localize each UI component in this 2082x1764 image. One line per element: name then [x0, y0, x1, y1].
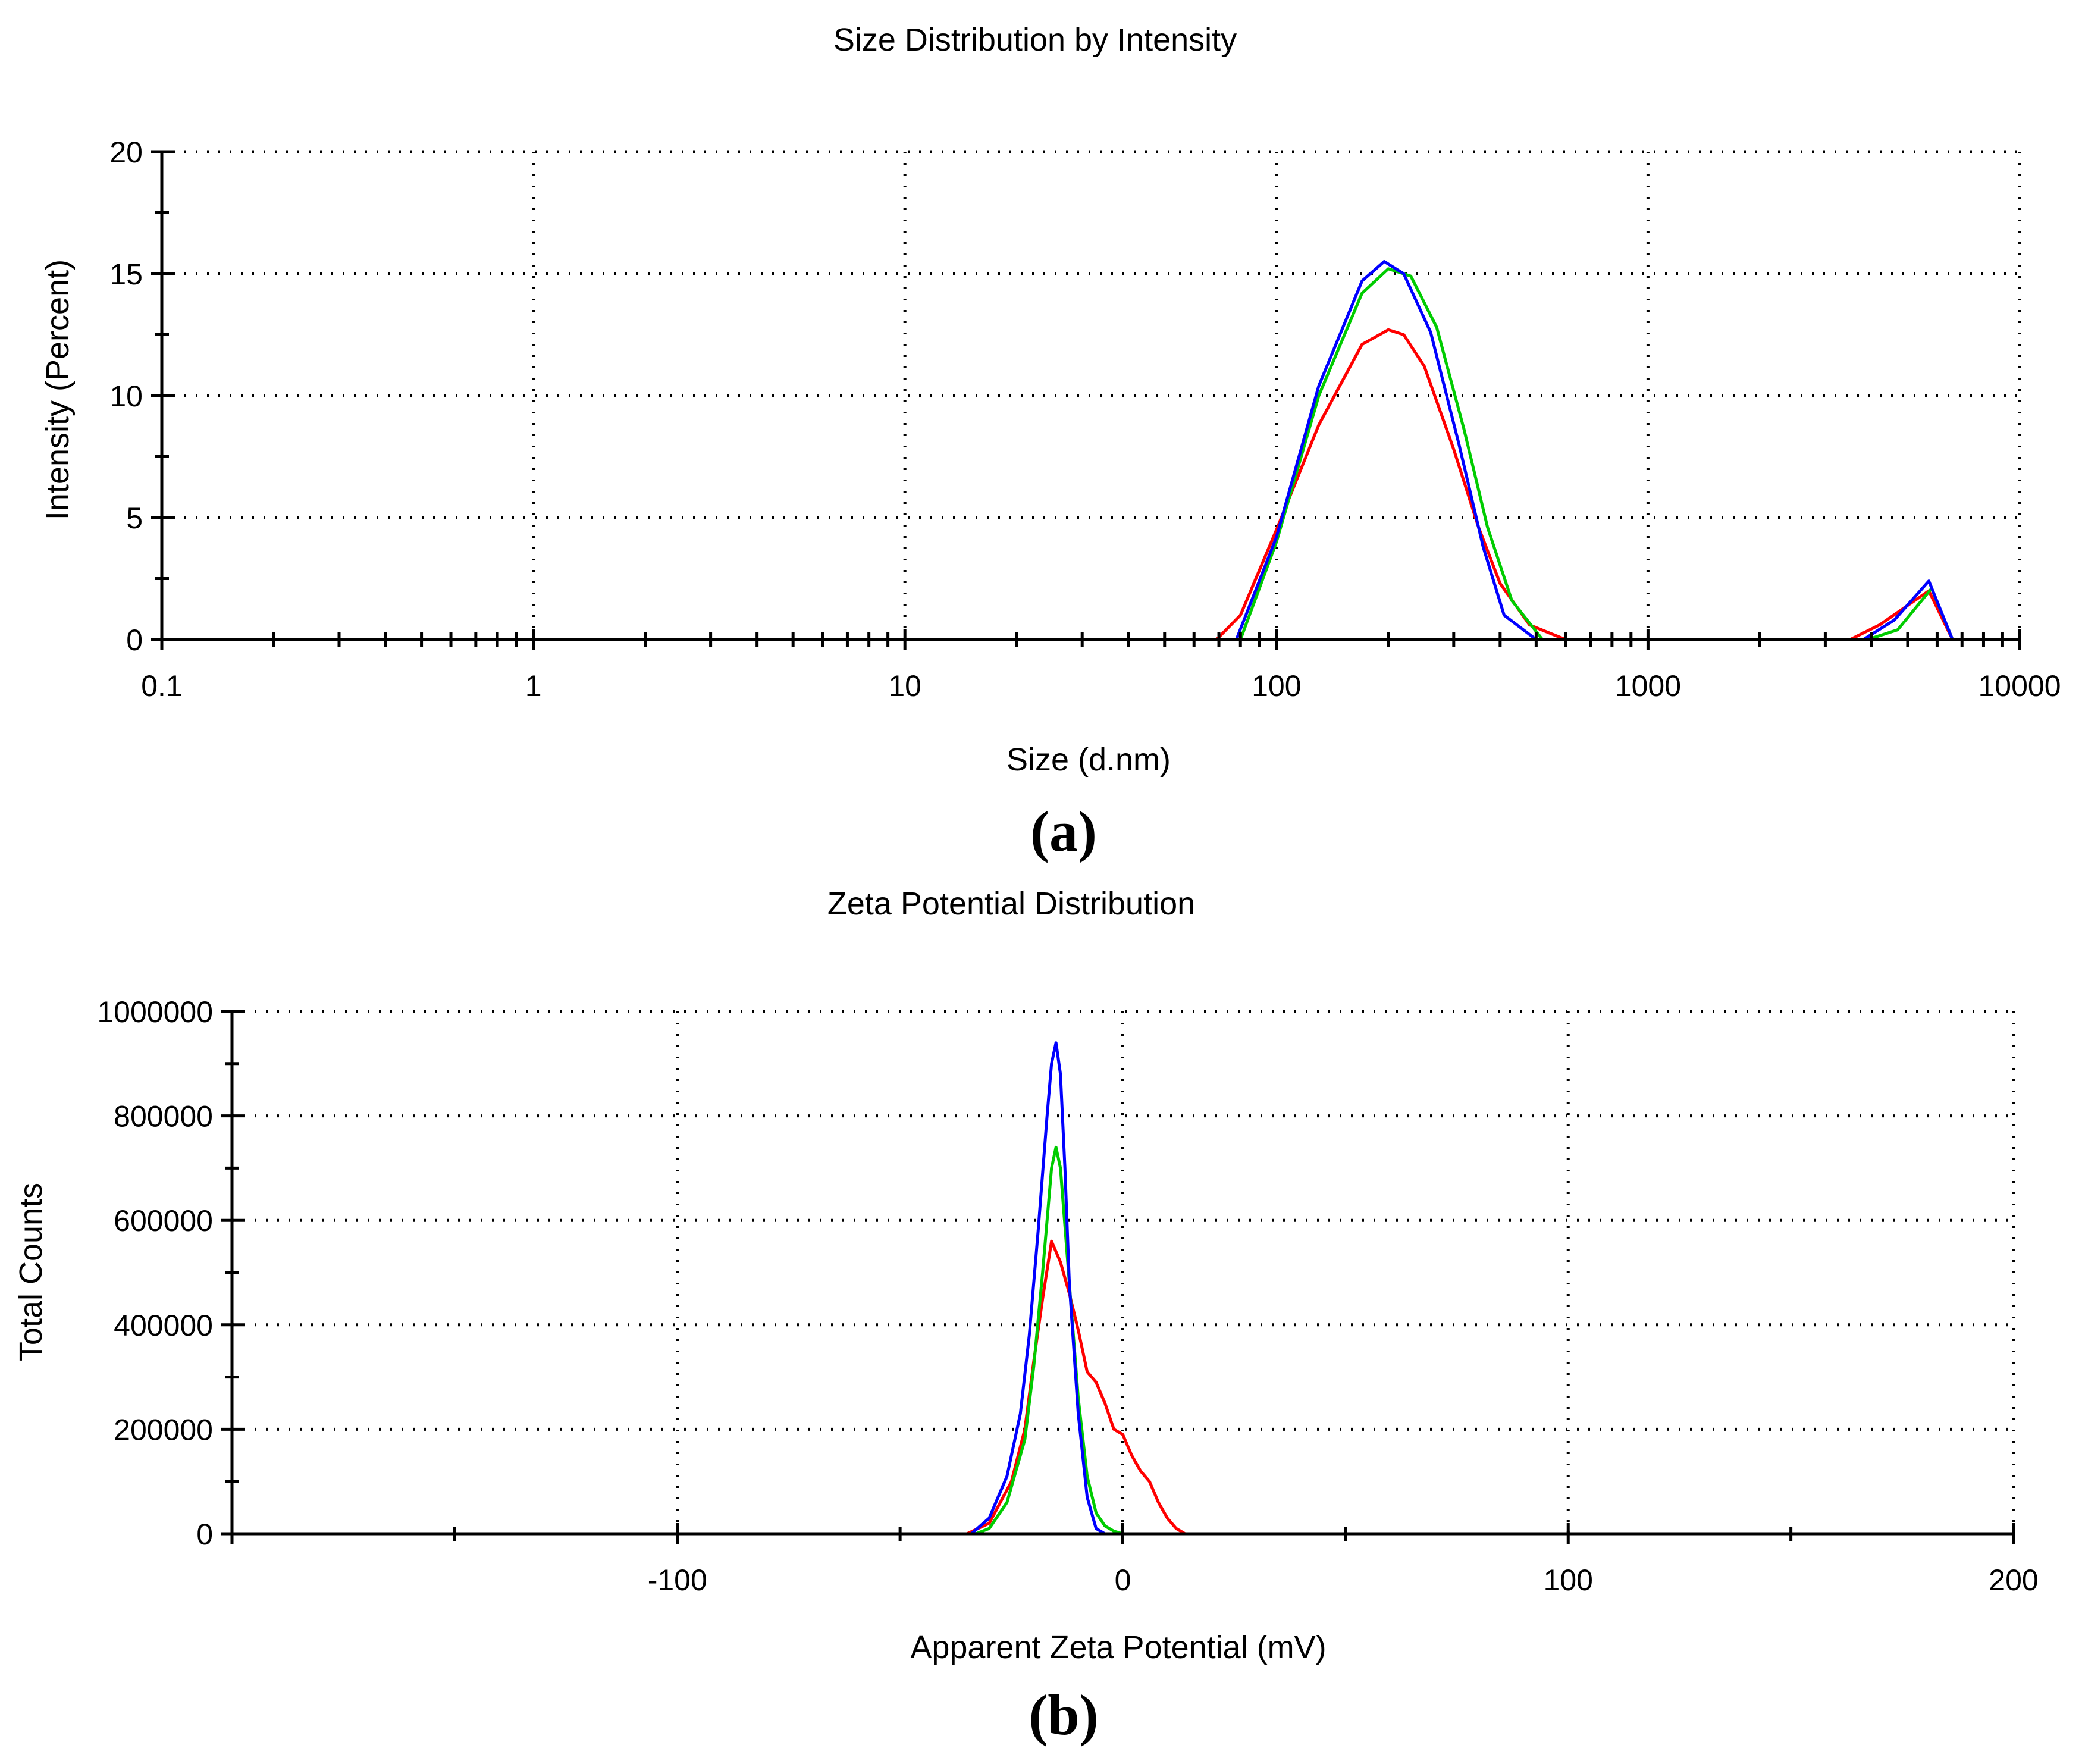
x-tick-label: 100	[1544, 1564, 1593, 1597]
chart-title-size: Size Distribution by Intensity	[833, 22, 1237, 58]
grid-b	[232, 1010, 2015, 1534]
x-tick-label: 10000	[1978, 669, 2061, 703]
x-tick-labels-b: -100 0 100 200	[648, 1564, 2039, 1597]
y-tick-label: 20	[109, 136, 143, 169]
x-tick-label: 10	[888, 669, 921, 703]
panel-label-b: (b)	[1029, 1683, 1098, 1747]
axes-a	[151, 150, 2021, 650]
series-line-green	[385, 267, 2020, 641]
y-tick-label: 0	[196, 1518, 213, 1551]
series-line-red	[385, 328, 2020, 641]
y-tick-label: 800000	[114, 1100, 213, 1133]
panel-label-a: (a)	[1030, 800, 1097, 863]
x-tick-label: 1000	[1615, 669, 1681, 703]
x-tick-label: 200	[1989, 1564, 2038, 1597]
y-tick-labels-a: 0 5 10 15 20	[109, 136, 143, 657]
size-distribution-chart: Size Distribution by Intensity 05101520 …	[40, 22, 2061, 778]
y-tick-label: 10	[109, 380, 143, 413]
x-tick-label: 100	[1252, 669, 1301, 703]
x-tick-label: -100	[648, 1564, 707, 1597]
y-tick-label: 400000	[114, 1309, 213, 1342]
y-tick-label: 1000000	[97, 995, 213, 1029]
y-tick-labels-b: 0 200000 400000 600000 800000 1000000	[97, 995, 213, 1551]
series-line-blue	[385, 260, 2020, 641]
series-group-a	[385, 260, 2020, 641]
x-tick-label: 1	[525, 669, 542, 703]
y-tick-label: 5	[126, 502, 143, 535]
x-tick-labels-a: 0.1 1 10 100 1000 10000	[141, 669, 2061, 703]
y-tick-label: 600000	[114, 1204, 213, 1237]
y-tick-label: 0	[126, 623, 143, 657]
zeta-potential-chart: Zeta Potential Distribution 0 200000 40000…	[13, 886, 2039, 1665]
x-tick-label: 0	[1115, 1564, 1131, 1597]
axes-b	[221, 1010, 2015, 1544]
y-axis-label-intensity: Intensity (Percent)	[40, 259, 76, 520]
series-line-red	[454, 1239, 1791, 1536]
series-line-green	[454, 1145, 1791, 1536]
x-tick-label: 0.1	[141, 669, 183, 703]
y-tick-label: 15	[109, 258, 143, 291]
x-axis-label-zeta: Apparent Zeta Potential (mV)	[910, 1630, 1326, 1665]
series-line-blue	[454, 1041, 1791, 1536]
series-group-b	[454, 1041, 1791, 1536]
grid-a	[162, 150, 2021, 640]
y-axis-label-counts: Total Counts	[13, 1183, 49, 1361]
chart-title-zeta: Zeta Potential Distribution	[827, 886, 1195, 922]
y-tick-label: 200000	[114, 1413, 213, 1446]
x-axis-label-size: Size (d.nm)	[1006, 742, 1171, 778]
